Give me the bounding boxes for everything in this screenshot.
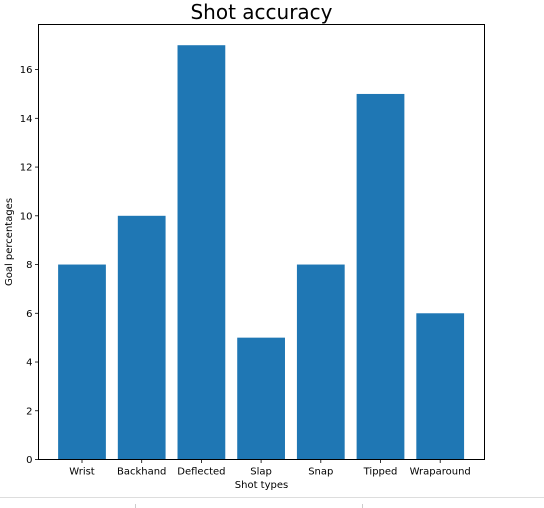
y-tick-label: 8 <box>26 260 32 271</box>
x-tick-label: Slap <box>250 467 272 478</box>
bottom-tick-mark <box>362 504 363 508</box>
y-tick-label: 2 <box>26 406 32 417</box>
y-axis-label: Goal percentages <box>4 198 15 286</box>
bar-tipped <box>356 93 405 460</box>
chart-title: Shot accuracy <box>190 0 332 24</box>
x-tick-label: Wraparound <box>410 467 471 478</box>
bar-snap <box>296 264 345 460</box>
bar-slap <box>237 337 285 460</box>
plot-frame <box>38 24 485 460</box>
bottom-tick-mark <box>135 504 136 508</box>
x-tick-label: Snap <box>308 467 333 478</box>
bottom-divider <box>0 497 544 498</box>
y-tick-label: 10 <box>20 211 33 222</box>
bar-wraparound <box>416 313 465 460</box>
y-tick-label: 12 <box>20 163 33 174</box>
y-tick-label: 0 <box>26 455 32 466</box>
x-axis-label: Shot types <box>235 480 288 491</box>
x-tick-label: Deflected <box>177 467 225 478</box>
y-tick-label: 6 <box>26 309 32 320</box>
bar-wrist <box>58 264 106 460</box>
y-tick-label: 16 <box>20 65 33 76</box>
x-tick-label: Backhand <box>117 467 166 478</box>
y-tick-label: 14 <box>20 114 33 125</box>
bar-backhand <box>117 215 166 460</box>
x-tick-label: Wrist <box>69 467 95 478</box>
y-tick-label: 4 <box>26 358 32 369</box>
x-tick-label: Tipped <box>363 467 398 478</box>
bar-deflected <box>177 45 226 460</box>
